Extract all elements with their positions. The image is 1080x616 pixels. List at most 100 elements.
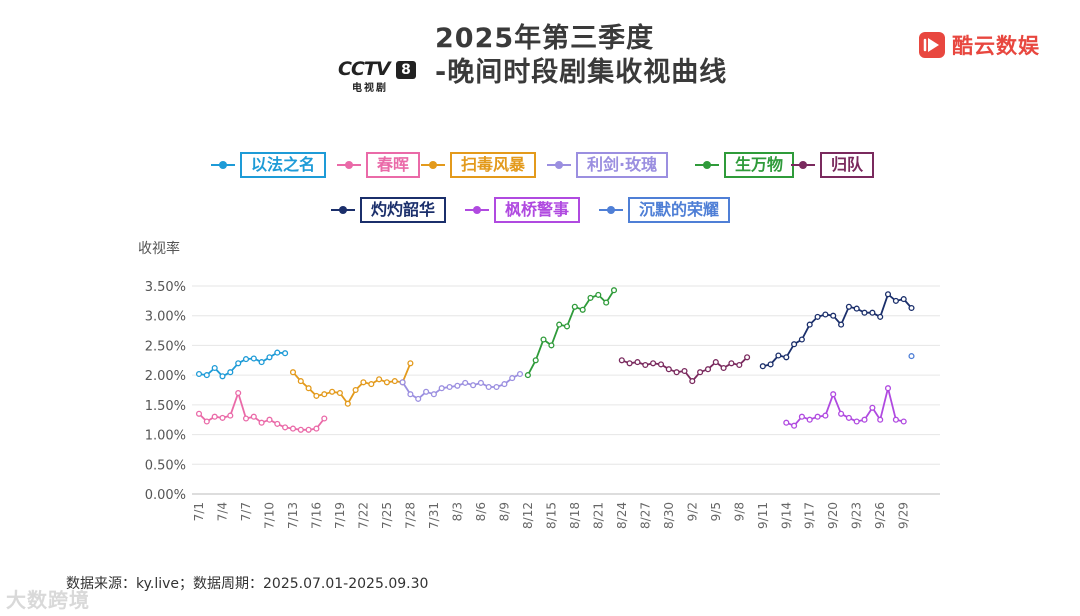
legend-item: 生万物 [694, 152, 795, 178]
data-point [798, 336, 805, 343]
data-point [908, 353, 915, 360]
data-point [861, 416, 868, 423]
data-point [454, 382, 461, 389]
data-point [274, 420, 281, 427]
data-point [235, 389, 242, 397]
x-tick-label: 8/9 [497, 502, 511, 521]
data-point [587, 294, 594, 301]
data-point [477, 379, 484, 386]
x-tick-label: 9/23 [850, 502, 864, 529]
data-point [744, 354, 751, 361]
data-point [282, 350, 289, 357]
data-point [814, 313, 821, 320]
legend-line-icon [331, 206, 355, 214]
data-point [595, 291, 602, 298]
x-tick-label: 7/1 [192, 502, 206, 521]
legend-label: 枫桥警事 [494, 197, 581, 223]
data-point [697, 369, 704, 376]
x-tick-label: 9/20 [826, 502, 840, 529]
data-point [579, 306, 586, 313]
legend-line-icon [465, 206, 489, 214]
data-point [712, 359, 719, 366]
legend-label: 沉默的荣耀 [628, 197, 731, 223]
data-point [383, 379, 390, 386]
legend-item: 春晖 [336, 152, 421, 178]
data-point [321, 391, 328, 398]
data-point [806, 416, 813, 423]
data-point [219, 373, 226, 380]
legend-line-icon [211, 161, 235, 169]
y-tick-label: 2.50% [145, 339, 186, 354]
x-tick-label: 9/17 [803, 502, 817, 529]
data-point [227, 412, 234, 419]
data-point [297, 426, 304, 433]
series-line [785, 387, 904, 427]
data-point [360, 379, 367, 386]
data-point [219, 414, 226, 421]
x-tick-label: 9/5 [709, 502, 723, 521]
data-point [830, 312, 837, 319]
legend-item: 灼灼韶华 [330, 197, 447, 223]
legend-line-icon [421, 161, 445, 169]
data-point [642, 361, 649, 369]
data-point [524, 372, 531, 379]
source-note: 数据来源：ky.live；数据周期：2025.07.01-2025.09.30 [66, 576, 429, 592]
y-tick-label: 3.00% [145, 310, 186, 325]
data-point [892, 416, 899, 423]
legend-label: 春晖 [366, 152, 421, 178]
data-point [266, 416, 273, 423]
x-tick-label: 8/15 [544, 502, 558, 529]
legend-line-icon [791, 161, 815, 169]
data-point [203, 418, 210, 425]
x-tick-label: 7/10 [262, 502, 276, 529]
data-point [759, 363, 766, 370]
legend-item: 枫桥警事 [464, 197, 581, 223]
data-point [798, 413, 805, 420]
data-point [689, 378, 696, 385]
data-point [313, 425, 320, 432]
data-point [610, 287, 618, 294]
play-logo-icon [919, 32, 945, 58]
y-tick-label: 2.00% [145, 369, 186, 384]
y-tick-label: 1.00% [145, 429, 186, 444]
y-tick-label: 0.50% [145, 458, 186, 473]
y-tick-label: 0.00% [145, 488, 186, 503]
data-point [704, 366, 712, 373]
data-point [266, 354, 273, 361]
x-tick-label: 8/21 [591, 502, 605, 529]
data-point [869, 404, 876, 411]
data-point [783, 419, 790, 426]
x-tick-label: 7/25 [380, 502, 394, 529]
y-tick-label: 3.50% [145, 280, 186, 295]
x-tick-label: 7/13 [286, 502, 300, 529]
data-point [877, 313, 884, 320]
data-point [501, 381, 508, 388]
x-tick-label: 8/6 [474, 502, 488, 521]
data-point [775, 352, 782, 359]
data-point [884, 385, 892, 392]
data-point [791, 422, 798, 429]
x-tick-label: 7/19 [333, 502, 347, 529]
data-point [845, 414, 852, 421]
x-tick-label: 8/3 [450, 502, 464, 521]
x-tick-label: 9/29 [897, 502, 911, 529]
legend-line-icon [337, 161, 361, 169]
data-point [540, 336, 547, 343]
data-point [900, 418, 907, 425]
data-point [665, 366, 672, 373]
data-point [195, 370, 203, 378]
cctv-logo-text: CCTV [338, 58, 391, 80]
series-line [292, 362, 412, 405]
y-axis-label: 收视率 [138, 241, 180, 257]
x-tick-label: 7/28 [403, 502, 417, 529]
data-point [532, 357, 539, 364]
data-point [289, 425, 297, 432]
data-point [556, 321, 563, 328]
legend-label: 利剑·玫瑰 [576, 152, 669, 178]
data-point [430, 391, 437, 398]
x-tick-label: 8/27 [638, 502, 652, 529]
x-tick-label: 7/4 [215, 502, 229, 521]
data-point [289, 369, 297, 376]
data-point [791, 341, 798, 348]
